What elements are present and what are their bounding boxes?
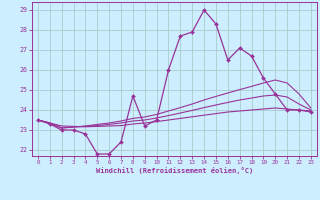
X-axis label: Windchill (Refroidissement éolien,°C): Windchill (Refroidissement éolien,°C)	[96, 167, 253, 174]
